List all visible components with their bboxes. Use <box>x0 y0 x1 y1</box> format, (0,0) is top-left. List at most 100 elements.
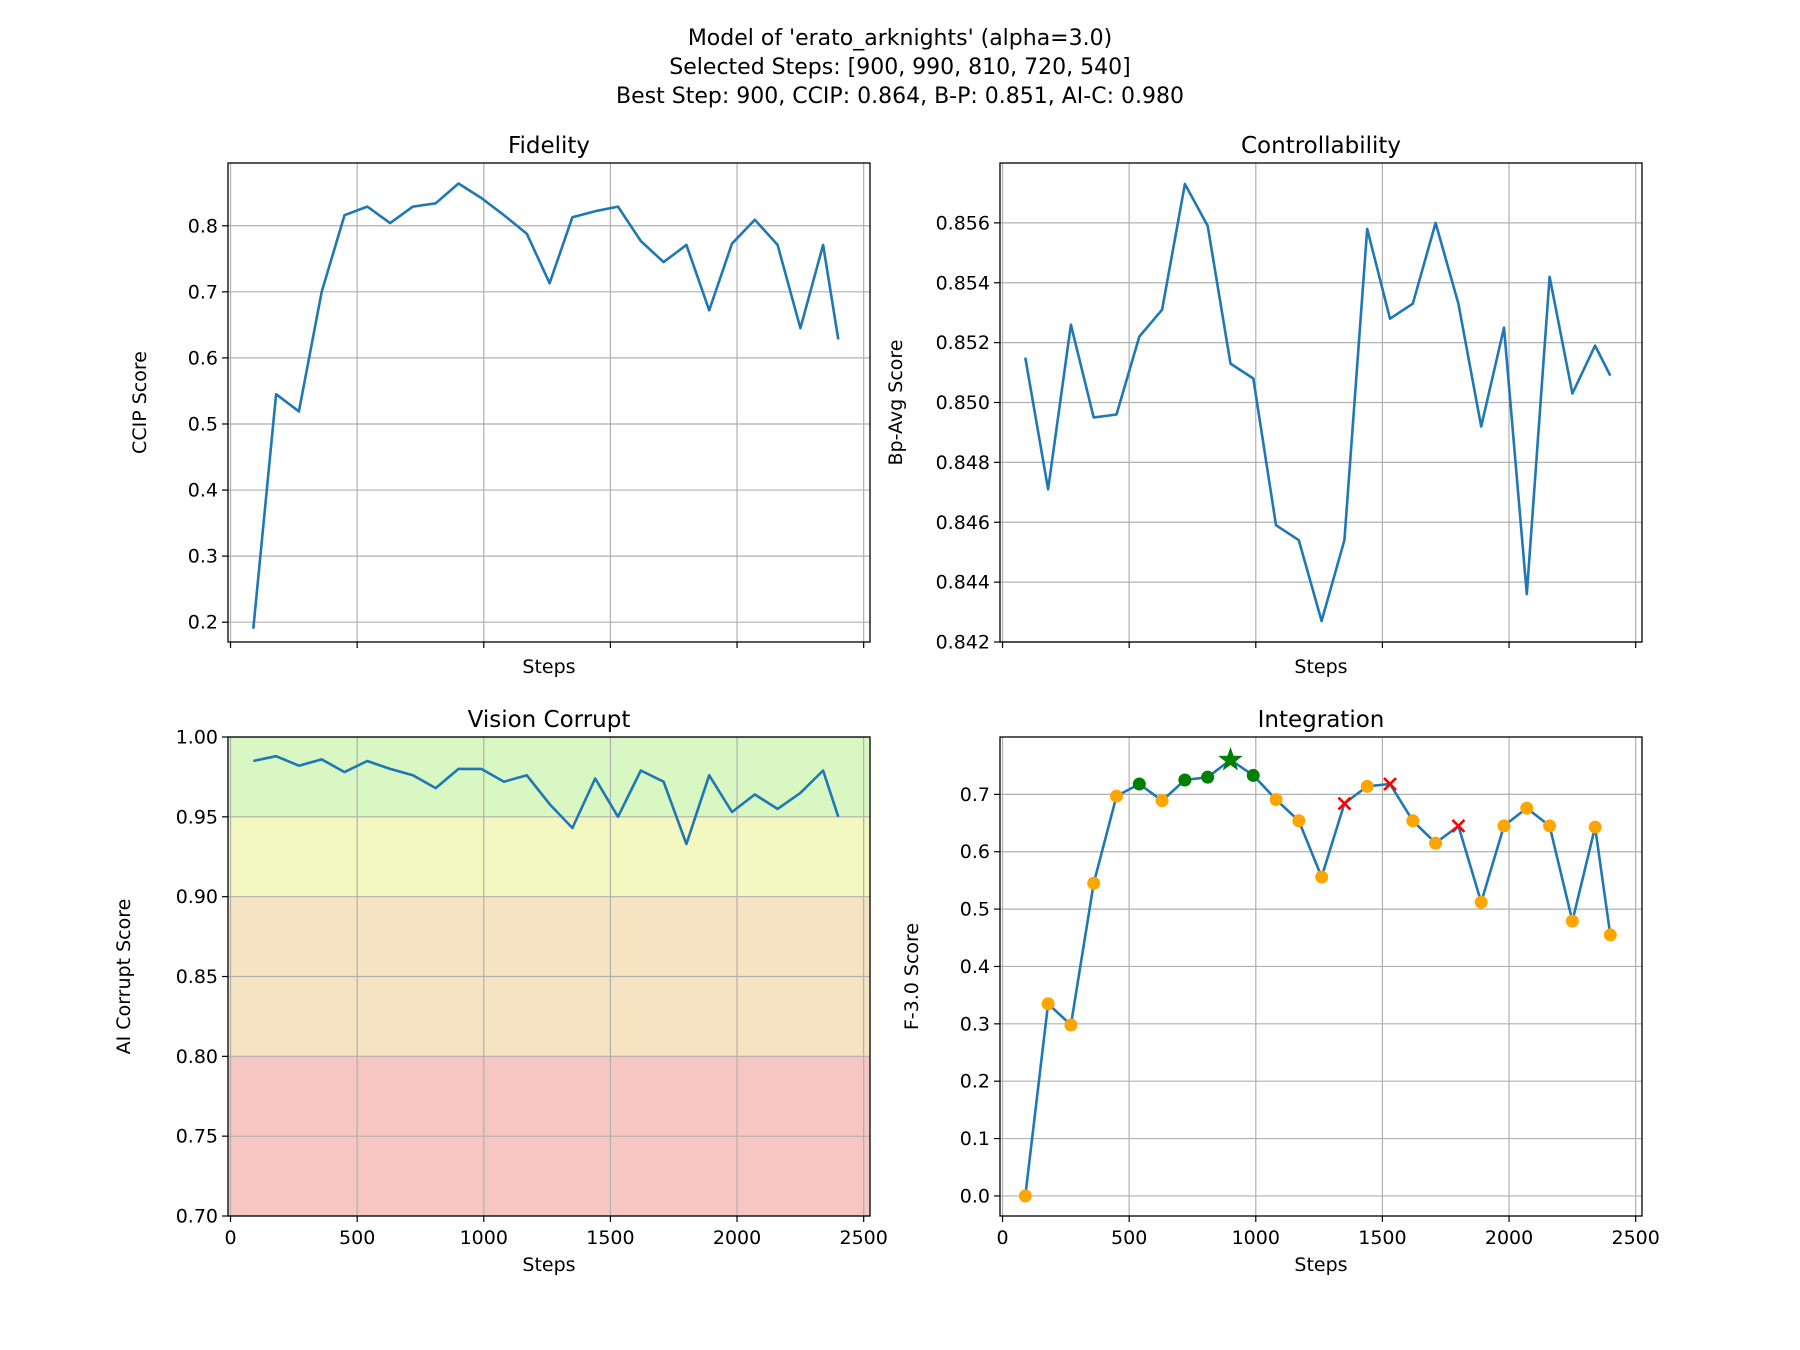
data-point-21 <box>1497 819 1511 833</box>
subplot-grid: 0.2 0.3 0.4 0.5 0.6 0.7 0.8 Fidelity Steps CCIP S… <box>113 133 1660 1276</box>
subplot-title: Fidelity <box>508 133 590 159</box>
figure-title-line-1: Model of 'erato_arknights' (alpha=3.0) <box>688 26 1112 51</box>
grid <box>228 163 870 642</box>
subplot-title: Vision Corrupt <box>468 707 631 733</box>
data-point-23 <box>1543 819 1557 833</box>
data-point-18 <box>1429 836 1443 850</box>
series-line <box>253 754 840 846</box>
figure-title: Model of 'erato_arknights' (alpha=3.0) S… <box>616 26 1184 109</box>
data-point-0 <box>1018 1189 1032 1203</box>
data-point-selected-10 <box>1246 768 1260 782</box>
y-tick-label-0: 0.842 <box>936 632 990 654</box>
x-tick-label-4: 2000 <box>1485 1227 1533 1249</box>
y-tick-label-4: 0.6 <box>188 347 218 369</box>
y-tick-label-6: 0.854 <box>936 272 990 294</box>
data-point-2 <box>1064 1018 1078 1032</box>
y-tick-label-0: 0.0 <box>960 1185 990 1207</box>
data-point-15 <box>1360 779 1374 793</box>
subplot-fidelity: 0.2 0.3 0.4 0.5 0.6 0.7 0.8 Fidelity Steps CCIP S… <box>129 133 871 678</box>
data-point-3 <box>1087 876 1101 890</box>
data-point-22 <box>1520 801 1534 815</box>
subplot-vision-corrupt: 0.70 0.75 0.80 0.85 0.90 0.95 1.00 0 500 1000 1500… <box>113 707 888 1276</box>
x-tick-label-1: 500 <box>339 1227 375 1249</box>
x-axis-label: Steps <box>1294 1254 1347 1276</box>
axes-frame <box>227 162 871 643</box>
y-tick-label-2: 0.80 <box>176 1046 218 1068</box>
data-point-selected-8 <box>1201 770 1215 784</box>
y-tick-label-6: 0.8 <box>188 215 218 237</box>
data-point-excluded-16 <box>1383 777 1397 791</box>
x-tick-label-0: 0 <box>996 1227 1008 1249</box>
y-tick-label-7: 0.7 <box>960 784 990 806</box>
series-line <box>1024 182 1612 623</box>
y-tick-label-5: 0.852 <box>936 332 990 354</box>
y-tick-label-3: 0.85 <box>176 966 218 988</box>
x-tick-label-2: 1000 <box>1232 1227 1280 1249</box>
data-point-24 <box>1565 914 1579 928</box>
x-axis: 0 500 1000 1500 2000 2500 <box>224 1216 888 1249</box>
y-axis-label: Bp-Avg Score <box>885 340 907 466</box>
y-tick-label-5: 0.7 <box>188 281 218 303</box>
y-tick-label-6: 1.00 <box>176 727 218 749</box>
x-tick-label-5: 2500 <box>1611 1227 1659 1249</box>
data-point-1 <box>1041 997 1055 1011</box>
data-point-6 <box>1155 794 1169 808</box>
x-axis <box>1001 642 1637 648</box>
series-line <box>1024 758 1612 1197</box>
y-tick-label-1: 0.75 <box>176 1126 218 1148</box>
x-axis-label: Steps <box>522 656 575 678</box>
y-tick-label-4: 0.90 <box>176 886 218 908</box>
y-axis: 0.842 0.844 0.846 0.848 0.850 0.852 0.854 0.856 <box>936 212 1000 654</box>
y-tick-label-1: 0.844 <box>936 572 990 594</box>
x-tick-label-3: 1500 <box>1358 1227 1406 1249</box>
x-tick-label-1: 500 <box>1111 1227 1147 1249</box>
subplot-integration: 0.0 0.1 0.2 0.3 0.4 0.5 0.6 0.7 0 500 1000 1500 2000… <box>901 707 1660 1276</box>
x-tick-label-4: 2000 <box>713 1227 761 1249</box>
y-axis-label: AI Corrupt Score <box>113 899 135 1055</box>
y-tick-label-6: 0.6 <box>960 841 990 863</box>
y-tick-label-2: 0.2 <box>960 1071 990 1093</box>
series-line <box>252 182 840 629</box>
y-tick-label-4: 0.850 <box>936 392 990 414</box>
y-tick-label-5: 0.95 <box>176 806 218 828</box>
x-tick-label-2: 1000 <box>460 1227 508 1249</box>
x-tick-label-5: 2500 <box>839 1227 887 1249</box>
data-point-25 <box>1588 820 1602 834</box>
y-axis: 0.70 0.75 0.80 0.85 0.90 0.95 1.00 <box>176 727 228 1228</box>
y-tick-label-2: 0.846 <box>936 512 990 534</box>
figure-title-line-2: Selected Steps: [900, 990, 810, 720, 540… <box>669 55 1130 80</box>
y-axis-label: F-3.0 Score <box>901 923 923 1030</box>
data-point-4 <box>1109 789 1123 803</box>
data-point-11 <box>1269 793 1283 807</box>
data-point-20 <box>1474 895 1488 909</box>
x-axis-label: Steps <box>522 1254 575 1276</box>
x-axis-label: Steps <box>1294 656 1347 678</box>
grid <box>1000 737 1642 1216</box>
y-tick-label-5: 0.5 <box>960 899 990 921</box>
data-point-26 <box>1603 928 1617 942</box>
data-points <box>1018 746 1617 1203</box>
y-tick-label-4: 0.4 <box>960 956 990 978</box>
x-tick-label-0: 0 <box>224 1227 236 1249</box>
data-point-selected-5 <box>1132 777 1146 791</box>
y-axis: 0.0 0.1 0.2 0.3 0.4 0.5 0.6 0.7 <box>960 784 1000 1207</box>
subplot-controllability: 0.842 0.844 0.846 0.848 0.850 0.852 0.854 0.856… <box>885 133 1643 678</box>
band-1 <box>228 816 870 897</box>
y-tick-label-3: 0.3 <box>960 1013 990 1035</box>
subplot-title: Integration <box>1258 707 1385 733</box>
data-point-excluded-19 <box>1451 818 1466 833</box>
y-tick-label-1: 0.3 <box>188 546 218 568</box>
y-axis-label: CCIP Score <box>129 351 151 454</box>
axes-frame <box>999 736 1643 1217</box>
grid <box>1000 163 1642 643</box>
data-point-selected-7 <box>1178 773 1192 787</box>
y-tick-label-7: 0.856 <box>936 212 990 234</box>
y-tick-label-1: 0.1 <box>960 1128 990 1150</box>
y-tick-label-0: 0.2 <box>188 612 218 634</box>
data-point-excluded-14 <box>1337 796 1352 811</box>
x-axis: 0 500 1000 1500 2000 2500 <box>996 1216 1660 1249</box>
data-point-17 <box>1406 814 1420 828</box>
y-axis: 0.2 0.3 0.4 0.5 0.6 0.7 0.8 <box>188 215 228 634</box>
x-tick-label-3: 1500 <box>586 1227 634 1249</box>
y-tick-label-2: 0.4 <box>188 480 218 502</box>
